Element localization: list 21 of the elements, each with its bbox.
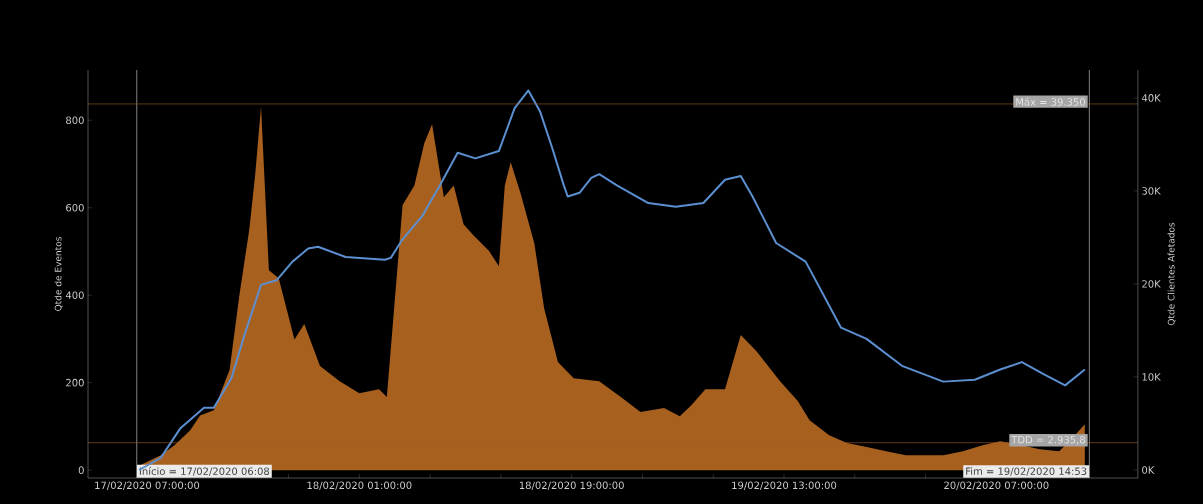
y-tick-label: 600	[66, 203, 84, 212]
y-axis-title: Qtde de Eventos	[54, 237, 63, 311]
x-tick-label: 17/02/2020 07:00:00	[95, 481, 200, 490]
x-tick-label: 20/02/2020 07:00:00	[944, 481, 1049, 490]
y-tick-label: 200	[66, 378, 84, 387]
y2-tick-label: 0K	[1142, 466, 1155, 474]
y-tick-label: 800	[66, 116, 84, 125]
ref-line-label: Máx = 39.350	[1016, 97, 1086, 106]
ref-line-label: TDD = 2.935,8	[1011, 435, 1086, 445]
y2-tick-label: 30K	[1142, 187, 1161, 195]
y2-tick-label: 20K	[1142, 280, 1161, 288]
x-tick-label: 18/02/2020 01:00:00	[307, 481, 412, 490]
y2-tick-label: 10K	[1142, 373, 1161, 381]
ref-line-label: Fim = 19/02/2020 14:53	[966, 467, 1087, 476]
y2-tick-label: 40K	[1141, 94, 1161, 102]
y-tick-label: 400	[65, 291, 84, 299]
x-tick-label: 19/02/2020 13:00:00	[732, 481, 837, 490]
y-tick-label: 0	[78, 466, 84, 474]
x-tick-label: 18/02/2020 19:00:00	[519, 481, 624, 490]
y2-axis-title: Qtde Clientes Afetados	[1167, 222, 1176, 326]
ref-line-label: Início = 17/02/2020 06:08	[139, 466, 270, 476]
